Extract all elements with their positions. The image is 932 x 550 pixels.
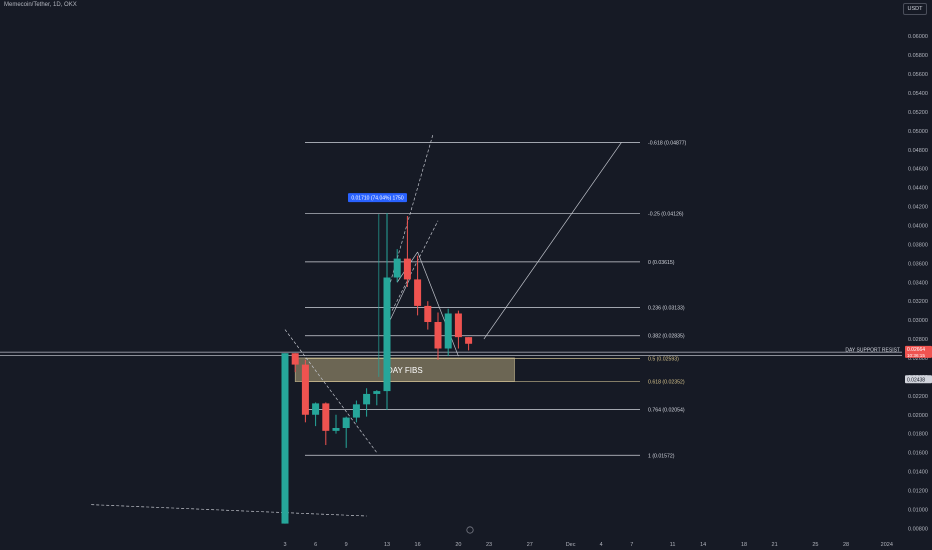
price-tick-label: 0.06000 (908, 34, 928, 40)
price-tick-label: 0.05000 (908, 129, 928, 135)
fib-label: 0.764 (0.02054) (648, 408, 685, 414)
price-tick-label: 0.04200 (908, 205, 928, 211)
candle[interactable] (403, 258, 411, 280)
candle[interactable] (363, 393, 371, 405)
price-tick-label: 0.00800 (908, 526, 928, 532)
fib-label: 0.618 (0.02352) (648, 379, 685, 385)
trend-line (284, 329, 378, 453)
price-tick-label: 0.05400 (908, 91, 928, 97)
price-tick-label: 0.03600 (908, 261, 928, 267)
time-tick-label: 21 (772, 542, 778, 548)
price-tick-label: 0.02200 (908, 394, 928, 400)
candle[interactable] (444, 313, 452, 349)
price-tick-label: 0.03000 (908, 318, 928, 324)
current-price-value: 0.02664 (907, 347, 925, 353)
time-tick-label: 23 (486, 542, 492, 548)
goto-realtime-icon[interactable] (466, 526, 474, 534)
candle[interactable] (424, 305, 432, 322)
time-tick-label: Dec (566, 542, 576, 548)
candle[interactable] (454, 313, 462, 338)
time-tick-label: 14 (700, 542, 706, 548)
price-tick-label: 0.02600 (908, 356, 928, 362)
fib-label: -0.618 (0.04877) (648, 140, 687, 146)
price-tick-label: 0.01000 (908, 507, 928, 513)
secondary-price-tag (905, 375, 932, 384)
price-tick-label: 0.03200 (908, 299, 928, 305)
candle[interactable] (322, 403, 330, 431)
price-tick-label: 0.03800 (908, 242, 928, 248)
zone-label: DAY FIBS (387, 366, 423, 375)
price-tick-label: 0.02000 (908, 413, 928, 419)
candle[interactable] (301, 364, 309, 415)
time-tick-label: 13 (384, 542, 390, 548)
candle[interactable] (332, 428, 340, 431)
price-tick-label: 0.02800 (908, 337, 928, 343)
candle[interactable] (373, 391, 381, 394)
price-tick-label: 0.01800 (908, 432, 928, 438)
fib-label: 0.382 (0.02835) (648, 334, 685, 340)
price-tick-label: 0.01600 (908, 451, 928, 457)
fib-label: 0.5 (0.02593) (648, 357, 679, 363)
candle[interactable] (291, 353, 299, 365)
time-tick-label: 27 (527, 542, 533, 548)
candle[interactable] (434, 322, 442, 349)
fib-label: 1 (0.01572) (648, 453, 675, 459)
fib-label: -0.25 (0.04126) (648, 212, 684, 218)
time-tick-label: 25 (812, 542, 818, 548)
time-tick-label: 28 (843, 542, 849, 548)
price-tick-label: 0.04400 (908, 186, 928, 192)
time-tick-label: 2024 (881, 542, 893, 548)
candle[interactable] (414, 279, 422, 306)
time-tick-label: 7 (630, 542, 633, 548)
candle[interactable] (281, 353, 289, 524)
candle[interactable] (465, 337, 473, 344)
trend-line (91, 504, 367, 517)
time-tick-label: 4 (600, 542, 603, 548)
price-tick-label: 0.05200 (908, 110, 928, 116)
price-tick-label: 0.03400 (908, 280, 928, 286)
time-tick-label: 11 (670, 542, 676, 548)
price-tick-label: 0.04600 (908, 167, 928, 173)
time-tick-label: 20 (455, 542, 461, 548)
measure-badge (348, 193, 407, 203)
fib-label: 0.236 (0.03133) (648, 306, 685, 312)
price-tick-label: 0.01400 (908, 470, 928, 476)
time-tick-label: 16 (415, 542, 421, 548)
candle[interactable] (352, 404, 360, 418)
trend-line (389, 279, 410, 321)
price-axis[interactable] (902, 0, 932, 550)
trend-line (483, 141, 622, 340)
time-tick-label: 18 (741, 542, 747, 548)
price-tick-label: 0.05800 (908, 53, 928, 59)
candle[interactable] (312, 403, 320, 415)
secondary-price-value: 0.02438 (907, 377, 925, 383)
time-tick-label: 3 (283, 542, 286, 548)
price-tick-label: 0.04000 (908, 223, 928, 229)
price-tick-label: 0.05600 (908, 72, 928, 78)
measure-label: 0.01710 (74.04%) 1750 (351, 195, 403, 201)
trend-line (391, 220, 439, 311)
candle[interactable] (342, 417, 350, 428)
support-label: DAY SUPPORT RESIST (845, 347, 900, 353)
current-price-tag (905, 345, 932, 358)
time-tick-label: 9 (345, 542, 348, 548)
time-tick-label: 6 (314, 542, 317, 548)
currency-button[interactable]: USDT (903, 3, 927, 15)
symbol-title: Memecoin/Tether, 1D, OKX (4, 2, 77, 8)
fib-label: 0 (0.03615) (648, 260, 675, 266)
price-tick-label: 0.01200 (908, 488, 928, 494)
time-axis[interactable] (0, 538, 902, 550)
candle-countdown: 10:36:15 (907, 353, 925, 358)
candle[interactable] (383, 277, 391, 392)
price-tick-label: 0.04800 (908, 148, 928, 154)
candle[interactable] (393, 258, 401, 278)
